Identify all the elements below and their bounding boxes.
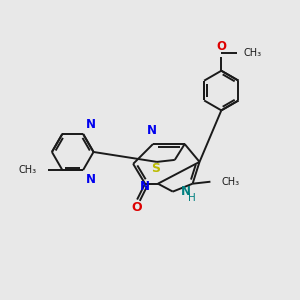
Text: N: N xyxy=(147,124,157,137)
Text: N: N xyxy=(86,173,96,186)
Text: N: N xyxy=(181,185,191,198)
Text: CH₃: CH₃ xyxy=(18,165,37,175)
Text: N: N xyxy=(86,118,96,131)
Text: O: O xyxy=(132,201,142,214)
Text: CH₃: CH₃ xyxy=(221,177,239,187)
Text: O: O xyxy=(216,40,226,53)
Text: CH₃: CH₃ xyxy=(243,48,261,58)
Text: H: H xyxy=(188,193,195,202)
Text: S: S xyxy=(152,162,160,175)
Text: N: N xyxy=(140,180,150,193)
